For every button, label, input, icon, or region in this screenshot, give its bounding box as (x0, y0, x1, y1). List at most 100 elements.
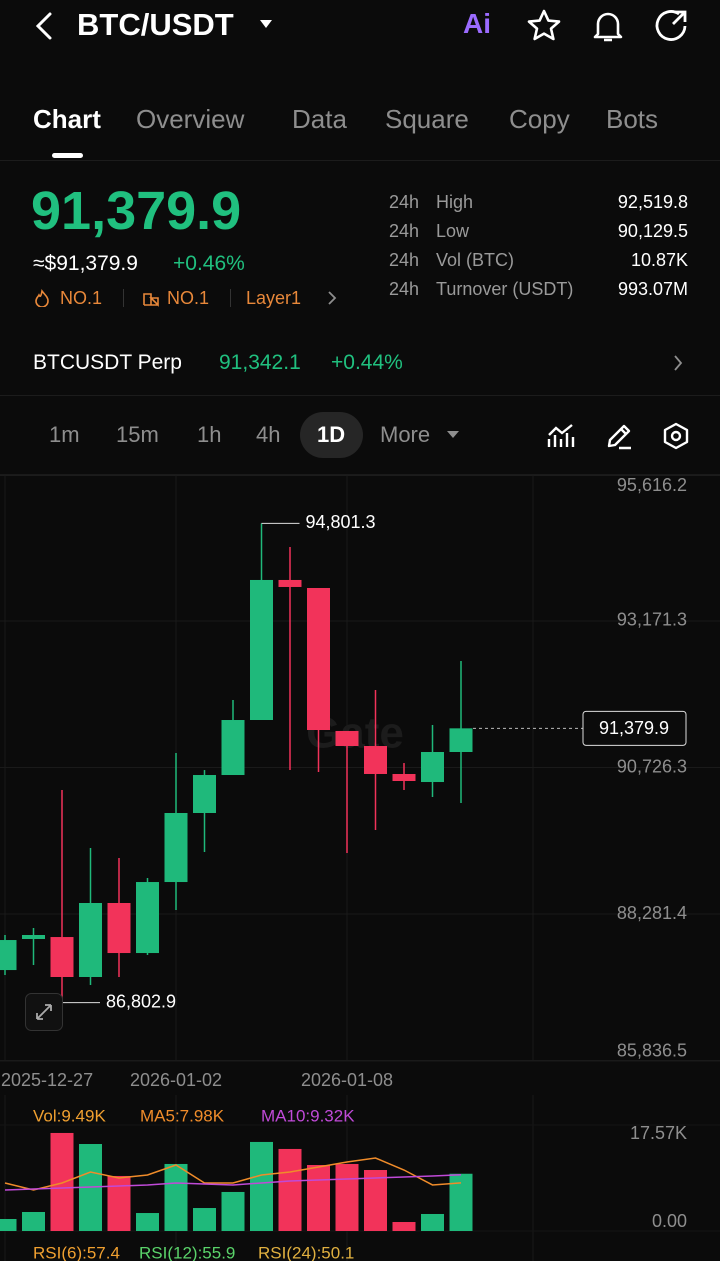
candle-body (278, 579, 302, 587)
volume-bar (421, 1213, 444, 1231)
tab-indicator (52, 153, 83, 158)
indicator-icon[interactable] (546, 421, 576, 451)
stat-value: 993.07M (617, 279, 688, 299)
stat-period: 24h (389, 279, 420, 299)
y-tick-label: 85,836.5 (617, 1040, 687, 1060)
timeframe[interactable]: 4h (256, 422, 281, 447)
volume-bar (335, 1163, 359, 1231)
candle-body (0, 940, 17, 971)
sector-badge[interactable]: Layer1 (246, 288, 302, 308)
stat-label: Vol (BTC) (436, 250, 515, 270)
tab[interactable]: Square (385, 104, 469, 134)
rank-badge[interactable]: NO.1 (167, 288, 210, 308)
candle-body (164, 813, 188, 883)
stat-period: 24h (389, 250, 420, 270)
candle-body (364, 746, 387, 774)
legend-entry: MA10:9.32K (261, 1106, 355, 1125)
volume-bar (193, 1208, 216, 1231)
perp-price: 91,342.1 (219, 351, 301, 374)
legend-entry: MA5:7.98K (140, 1106, 225, 1125)
volume-bar (307, 1164, 330, 1231)
y-tick-label: 88,281.4 (617, 903, 687, 923)
alert-icon[interactable] (590, 8, 626, 44)
volume-bar (449, 1173, 473, 1231)
tab[interactable]: Overview (136, 104, 245, 134)
tab[interactable]: Bots (606, 104, 659, 134)
stat-value: 92,519.8 (617, 192, 688, 212)
y-tick-label: 93,171.3 (617, 610, 687, 630)
y-tick-label: 0.00 (652, 1211, 687, 1231)
volume-bar (22, 1211, 45, 1231)
volume-bar (136, 1213, 159, 1231)
favorite-icon[interactable] (526, 8, 562, 44)
tab[interactable]: Data (292, 104, 347, 134)
extreme-label: 94,801.3 (306, 512, 376, 532)
stat-label: High (436, 192, 474, 212)
x-tick-label: 2026-01-02 (130, 1070, 222, 1090)
last-price-label: 91,379.9 (599, 718, 669, 738)
volume-bar (164, 1163, 188, 1231)
stat-period: 24h (389, 192, 420, 212)
back-button[interactable] (30, 10, 58, 42)
settings-icon[interactable] (661, 421, 691, 451)
y-tick-label: 90,726.3 (617, 756, 687, 776)
indicator-label: RSI(6):57.4 (33, 1243, 120, 1261)
timeframe[interactable]: 1m (49, 422, 80, 447)
volume-bar (0, 1218, 17, 1231)
ai-button[interactable]: Ai (463, 8, 491, 39)
volume-bar (250, 1141, 273, 1231)
candle-body (79, 903, 102, 978)
volume-bar (107, 1175, 131, 1231)
candle-body (307, 588, 330, 731)
last-price-box (582, 710, 687, 746)
sector-icon (143, 293, 159, 307)
timeframe-active-pill (300, 412, 363, 458)
candle-body (392, 773, 416, 782)
more-caret[interactable] (446, 430, 460, 440)
candle-body (107, 903, 131, 954)
stat-label: Turnover (USDT) (436, 279, 574, 299)
candle-body (22, 934, 45, 940)
timeframe[interactable]: More (380, 422, 431, 447)
last-price: 91,379.9 (31, 181, 242, 241)
chevron (328, 291, 337, 305)
tab[interactable]: Copy (509, 104, 570, 134)
candle-body (250, 579, 273, 721)
stat-value: 10.87K (630, 250, 688, 270)
timeframe[interactable]: 1D (317, 422, 346, 447)
candle-body (335, 730, 359, 747)
divider (0, 475, 720, 476)
volume-bar (278, 1148, 302, 1231)
volume-bar (392, 1222, 416, 1231)
price-chart: Gate 95,616.293,171.390,726.388,281.485,… (0, 474, 720, 1090)
perp-chevron[interactable] (671, 353, 685, 373)
tab[interactable]: Chart (33, 104, 101, 134)
ma-line (4, 1174, 462, 1191)
timeframe[interactable]: 15m (116, 422, 159, 447)
volume-bar (221, 1191, 245, 1231)
timeframe[interactable]: 1h (197, 422, 222, 447)
volume-bar (50, 1132, 74, 1231)
perp-change: +0.44% (331, 351, 403, 374)
share-icon[interactable] (653, 8, 689, 44)
divider (0, 160, 720, 161)
y-tick-label: 95,616.2 (617, 475, 687, 495)
expand-button[interactable] (25, 993, 63, 1031)
candle-body (221, 720, 245, 776)
stat-label: Low (436, 221, 470, 241)
rank-badge[interactable]: NO.1 (60, 288, 103, 308)
pair-dropdown[interactable] (258, 18, 274, 30)
draw-icon[interactable] (604, 421, 634, 451)
candle-body (193, 775, 216, 814)
badge-separator (230, 289, 231, 307)
candle-body (449, 728, 473, 753)
flame-icon (35, 289, 49, 307)
candle-body (50, 937, 74, 978)
pair-title[interactable]: BTC/USDT (77, 7, 234, 42)
volume-chart: 17.57K 0.00 Vol:9.49K MA5:7.98K MA10:9.32K RS… (0, 1095, 720, 1261)
indicator-label: RSI(12):55.9 (139, 1243, 235, 1261)
stat-value: 90,129.5 (617, 221, 688, 241)
perp-name[interactable]: BTCUSDT Perp (33, 351, 182, 374)
price-change: +0.46% (173, 252, 245, 275)
